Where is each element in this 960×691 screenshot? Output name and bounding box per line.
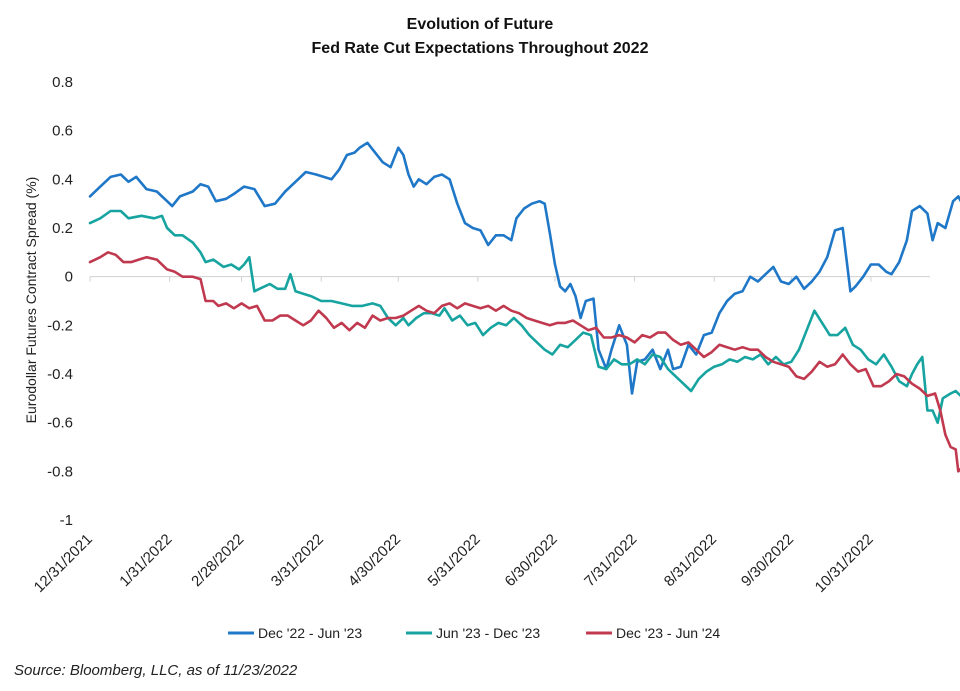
y-tick-label: 0.8 [52, 74, 73, 91]
series-line-3 [88, 251, 960, 473]
y-axis-label: Eurodollar Futures Contract Spread (%) [23, 177, 39, 424]
x-tick-label: 7/31/2022 [581, 531, 640, 590]
source-note: Source: Bloomberg, LLC, as of 11/23/2022 [14, 662, 298, 679]
x-tick-label: 12/31/2021 [31, 531, 96, 596]
x-tick-label: 5/31/2022 [425, 531, 484, 590]
legend-label-2: Jun '23 - Dec '23 [436, 625, 540, 641]
x-tick-label: 6/30/2022 [502, 531, 561, 590]
y-tick-label: -0.6 [47, 415, 73, 432]
series-line-1 [88, 141, 960, 395]
x-tick-label: 4/30/2022 [345, 531, 404, 590]
x-tick-label: 3/31/2022 [268, 531, 327, 590]
y-tick-label: 0.6 [52, 123, 73, 140]
x-axis: 12/31/2021 1/31/2022 2/28/2022 3/31/2022 4/3… [31, 276, 930, 596]
y-tick-label: -1 [60, 512, 73, 529]
legend: Dec '22 - Jun '23 Jun '23 - Dec '23 Dec '2… [228, 625, 720, 641]
series-lines [88, 141, 960, 473]
y-axis: 0.8 0.6 0.4 0.2 0 -0.2 -0.4 -0.6 -0.8 -1 [47, 74, 73, 529]
y-tick-label: 0.2 [52, 220, 73, 237]
chart-title-line-1: Evolution of Future [407, 16, 554, 33]
x-tick-label: 8/31/2022 [661, 531, 720, 590]
chart-title: Evolution of Future Fed Rate Cut Expectat… [312, 16, 649, 57]
y-tick-label: -0.2 [47, 317, 73, 334]
y-tick-label: 0.4 [52, 171, 73, 188]
legend-label-1: Dec '22 - Jun '23 [258, 625, 362, 641]
chart-title-line-2: Fed Rate Cut Expectations Throughout 202… [312, 40, 649, 57]
x-tick-label: 1/31/2022 [116, 531, 175, 590]
legend-label-3: Dec '23 - Jun '24 [616, 625, 720, 641]
y-tick-label: -0.8 [47, 463, 73, 480]
x-tick-label: 9/30/2022 [738, 531, 797, 590]
y-tick-label: 0 [65, 269, 73, 286]
x-tick-label: 10/31/2022 [812, 531, 877, 596]
x-tick-label: 2/28/2022 [188, 531, 247, 590]
series-line-2 [88, 209, 960, 424]
y-tick-label: -0.4 [47, 366, 73, 383]
